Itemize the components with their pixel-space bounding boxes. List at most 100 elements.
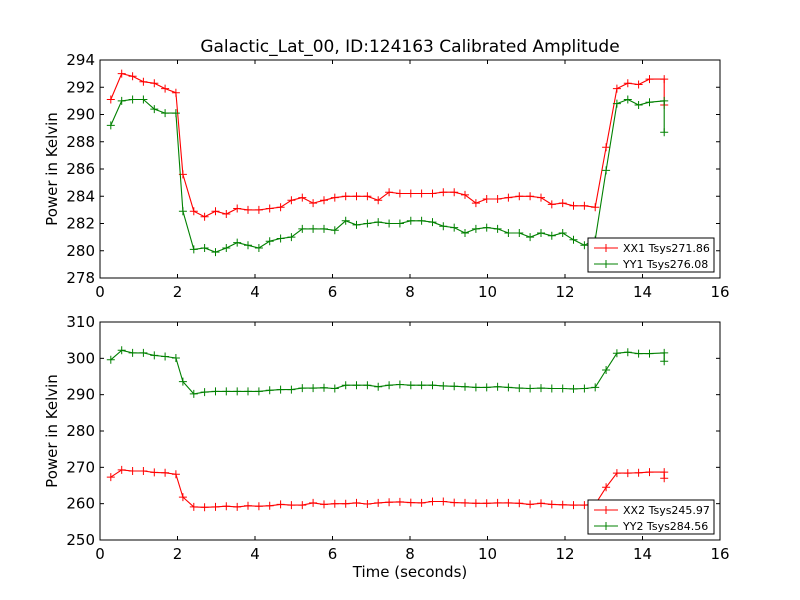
data-point-0-0-4 (150, 79, 159, 88)
data-point-0-1-26 (385, 219, 394, 228)
data-point-1-1-37 (504, 383, 513, 392)
data-point-1-1-17 (287, 385, 296, 394)
data-point-0-1-18 (298, 224, 307, 233)
data-point-1-0-4 (150, 468, 159, 477)
data-point-0-1-49 (634, 101, 643, 109)
y-axis-label: Power in Kelvin (43, 374, 61, 488)
data-point-0-0-6 (171, 88, 180, 97)
y-tick-label: 278 (66, 269, 95, 287)
data-point-1-0-36 (493, 498, 502, 507)
data-point-1-0-13 (244, 501, 252, 510)
data-point-0-1-14 (254, 244, 263, 252)
data-point-0-0-51 (660, 75, 669, 84)
data-point-0-1-37 (504, 229, 513, 237)
data-point-0-0-2 (128, 72, 137, 81)
data-point-1-1-11 (222, 387, 231, 396)
y-tick-label: 282 (66, 215, 95, 233)
data-point-1-0-1 (117, 465, 126, 474)
data-point-1-1-42 (558, 384, 567, 393)
data-point-1-1-12 (233, 387, 242, 396)
data-point-1-0-26 (385, 498, 394, 507)
data-point-0-1-35 (482, 223, 491, 232)
legend-swatch-marker (602, 522, 610, 530)
data-point-0-1-27 (395, 219, 404, 228)
y-tick-label: 290 (66, 106, 95, 124)
data-point-1-0-10 (211, 502, 220, 511)
y-tick-label: 260 (66, 495, 95, 513)
data-point-1-0-23 (352, 498, 361, 507)
data-point-0-0-49 (634, 80, 643, 89)
data-point-1-0-22 (341, 499, 350, 508)
data-point-0-0-50 (645, 75, 654, 84)
data-point-0-0-42 (558, 199, 567, 208)
x-tick-label: 6 (328, 283, 338, 301)
chart-bottom: 0 2 4 6 8 10 12 14 16 250 260 270 280 290 300 310 Power … (43, 313, 730, 581)
data-point-1-1-24 (363, 381, 372, 390)
data-point-0-1-17 (287, 233, 296, 242)
data-point-1-1-16 (276, 385, 285, 394)
data-point-0-1-16 (276, 234, 285, 243)
y-tick-label: 292 (66, 78, 95, 96)
data-point-0-1-32 (450, 223, 459, 232)
data-point-1-0-5 (161, 468, 170, 477)
x-tick-label: 12 (555, 283, 574, 301)
data-point-1-1-38 (515, 384, 524, 393)
data-point-1-1-45 (591, 383, 600, 392)
legend-label: YY2 Tsys284.56 (622, 520, 708, 533)
data-point-0-1-20 (320, 224, 328, 233)
data-point-1-1-6 (171, 354, 180, 362)
data-point-0-0-18 (298, 193, 307, 202)
data-point-0-1-38 (515, 229, 524, 237)
y-tick-label: 300 (66, 349, 95, 367)
data-point-0-0-27 (395, 189, 404, 198)
x-tick-label: 8 (405, 545, 415, 563)
data-point-1-1-44 (580, 384, 589, 393)
data-point-0-1-40 (537, 229, 545, 237)
data-point-1-1-20 (320, 383, 328, 392)
data-point-1-1-41 (547, 384, 556, 393)
chart-top: 0 2 4 6 8 10 12 14 16 278 280 282 284 286 288 290 292 294… (43, 51, 730, 301)
data-point-1-0-31 (439, 497, 448, 506)
data-point-0-1-33 (461, 229, 469, 237)
data-point-1-0-11 (222, 502, 231, 511)
data-point-0-1-39 (526, 233, 535, 242)
x-tick-label: 8 (405, 283, 415, 301)
x-tick-label: 10 (478, 545, 497, 563)
x-tick-label: 4 (250, 545, 260, 563)
x-tick-label: 10 (478, 283, 497, 301)
data-point-0-1-43 (569, 235, 578, 244)
data-point-1-1-29 (417, 381, 426, 390)
data-point-0-1-52 (660, 128, 669, 137)
data-point-1-1-1 (117, 346, 126, 355)
data-point-1-0-52 (660, 474, 669, 483)
data-point-0-0-29 (417, 189, 426, 198)
legend-swatch-marker (602, 506, 610, 514)
data-point-1-1-33 (461, 382, 469, 391)
data-point-1-0-7 (178, 493, 187, 502)
data-point-0-0-37 (504, 193, 513, 202)
data-point-1-1-46 (602, 366, 611, 374)
data-point-0-1-19 (309, 224, 318, 233)
x-tick-label: 2 (173, 283, 183, 301)
data-point-0-0-45 (591, 203, 600, 212)
data-point-0-1-24 (363, 219, 372, 228)
y-tick-label: 288 (66, 133, 95, 151)
data-point-1-0-35 (482, 499, 491, 508)
data-point-0-1-28 (406, 216, 415, 225)
data-point-0-0-35 (482, 195, 491, 203)
data-point-0-1-47 (612, 99, 621, 108)
data-point-1-0-49 (634, 468, 643, 477)
data-point-1-0-30 (428, 497, 437, 506)
data-point-1-1-35 (482, 383, 491, 392)
data-point-0-0-38 (515, 192, 524, 201)
data-point-1-1-5 (161, 352, 170, 361)
data-point-1-1-4 (150, 351, 159, 360)
data-point-0-1-15 (265, 237, 274, 246)
data-point-0-0-5 (161, 84, 170, 93)
data-point-1-1-39 (526, 384, 535, 393)
data-point-1-0-44 (580, 501, 589, 510)
data-point-1-0-48 (623, 469, 632, 478)
x-tick-label: 0 (95, 283, 105, 301)
data-point-1-1-19 (309, 384, 318, 393)
